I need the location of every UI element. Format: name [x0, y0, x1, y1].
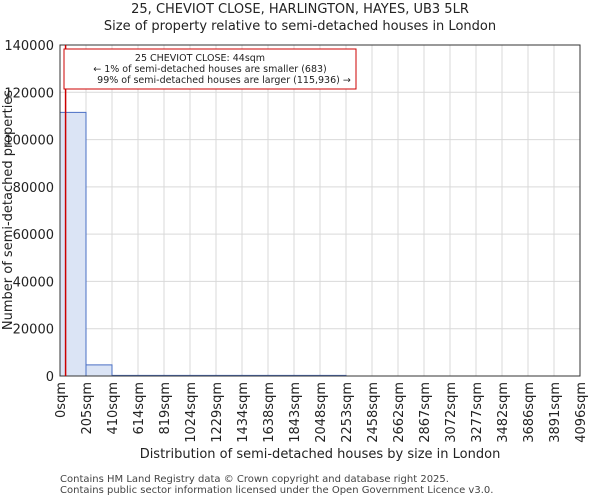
y-tick-label: 40000 [13, 275, 54, 290]
footer-licence: Contains public sector information licen… [60, 485, 494, 496]
x-tick-label: 2867sqm [418, 382, 433, 443]
x-tick-label: 1843sqm [288, 382, 303, 443]
x-tick-label: 205sqm [80, 382, 95, 435]
x-tick-label: 2458sqm [366, 382, 381, 443]
x-tick-label: 0sqm [54, 382, 69, 418]
x-tick-label: 1638sqm [262, 382, 277, 443]
histogram-bar [59, 111, 87, 377]
chart-title: 25, CHEVIOT CLOSE, HARLINGTON, HAYES, UB… [131, 2, 469, 17]
histogram-bar [85, 364, 113, 377]
x-tick-label: 1024sqm [184, 382, 199, 443]
y-tick-label: 140000 [4, 39, 54, 54]
x-tick-label: 1229sqm [210, 382, 225, 443]
x-tick-label: 819sqm [158, 382, 173, 435]
x-tick-label: 614sqm [132, 382, 147, 435]
x-tick-label: 3277sqm [470, 382, 485, 443]
annotation-smaller: ← 1% of semi-detached houses are smaller… [93, 64, 327, 75]
grid-lines [60, 45, 580, 376]
annotation-larger: 99% of semi-detached houses are larger (… [97, 75, 351, 86]
x-tick-label: 3482sqm [496, 382, 511, 443]
x-axis-label: Distribution of semi-detached houses by … [140, 447, 501, 462]
annotation-box [63, 48, 357, 90]
chart-subtitle: Size of property relative to semi-detach… [103, 19, 497, 34]
x-tick-label: 4096sqm [574, 382, 589, 443]
y-tick-label: 0 [46, 370, 54, 385]
x-axis-ticks: 0sqm 205sqm 410sqm 614sqm 819sqm 1024sqm 1229s… [54, 382, 589, 443]
bars [59, 111, 347, 377]
x-tick-label: 410sqm [106, 382, 121, 435]
y-tick-label: 100000 [4, 134, 54, 149]
y-tick-label: 80000 [13, 181, 54, 196]
x-tick-label: 3686sqm [522, 382, 537, 443]
y-axis-label: Number of semi-detached properties [1, 90, 16, 330]
annotation-title: 25 CHEVIOT CLOSE: 44sqm [135, 53, 265, 64]
y-axis-ticks: 0 20000 40000 60000 80000 100000 120000 140000 [4, 39, 54, 385]
x-tick-label: 1434sqm [236, 382, 251, 443]
y-tick-label: 20000 [13, 323, 54, 338]
x-tick-label: 2048sqm [314, 382, 329, 443]
x-tick-label: 3072sqm [444, 382, 459, 443]
y-tick-label: 120000 [4, 86, 54, 101]
x-tick-label: 2253sqm [340, 382, 355, 443]
footer-copyright: Contains HM Land Registry data © Crown c… [60, 474, 449, 485]
x-tick-label: 2662sqm [392, 382, 407, 443]
y-tick-label: 60000 [13, 228, 54, 243]
x-tick-label: 3891sqm [548, 382, 563, 443]
plot-frame [59, 44, 581, 377]
